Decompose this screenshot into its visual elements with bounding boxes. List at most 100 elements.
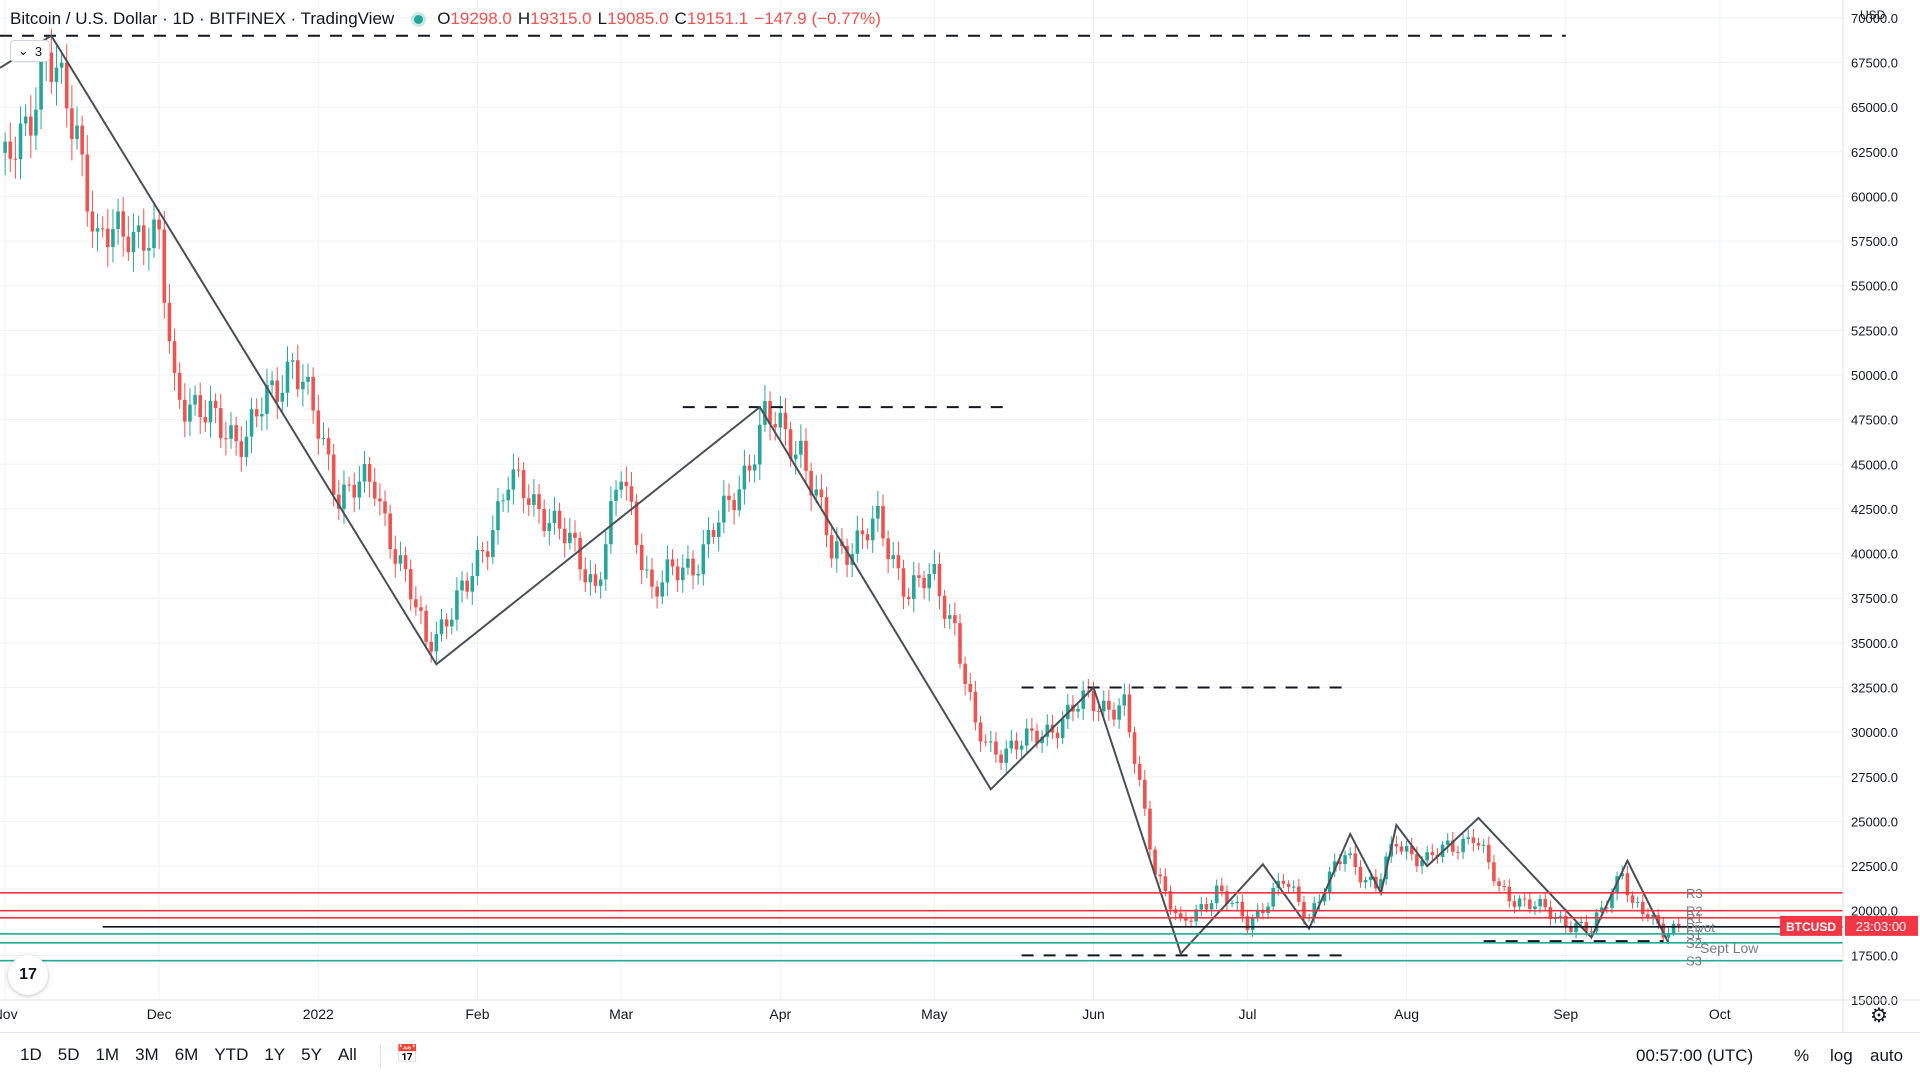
y-tick-label: 27500.0 xyxy=(1851,770,1898,785)
candle-body xyxy=(1399,846,1404,852)
candle-body xyxy=(1528,899,1532,909)
candle-body xyxy=(963,663,967,684)
candle-body xyxy=(1358,866,1363,883)
candle-body xyxy=(1630,895,1635,903)
candle-body xyxy=(260,413,264,417)
currency-selector[interactable]: USD xyxy=(1860,8,1886,22)
candle-body xyxy=(229,425,233,439)
candle-body xyxy=(85,154,90,212)
range-button-6m[interactable]: 6M xyxy=(174,1045,199,1064)
candle-body xyxy=(922,577,926,589)
candle-body xyxy=(645,569,649,571)
range-button-5d[interactable]: 5D xyxy=(57,1045,80,1064)
candle-body xyxy=(49,52,54,82)
candle-body xyxy=(485,551,490,558)
ohlc-value: 19151.1 xyxy=(686,9,749,28)
candle-body xyxy=(496,501,500,531)
log-toggle[interactable]: log xyxy=(1830,1046,1853,1065)
candle-body xyxy=(1255,909,1260,919)
candle-body xyxy=(711,530,716,537)
candle-body xyxy=(947,615,952,619)
candle-body xyxy=(942,595,947,619)
candle-body xyxy=(306,376,310,382)
candle-body xyxy=(1297,886,1301,902)
auto-toggle[interactable]: auto xyxy=(1870,1046,1904,1065)
bottom-toolbar: 1D 5D 1M 3M 6M YTD 1Y 5Y All 📅 00:57:00 (UTC) % … xyxy=(0,1032,1920,1080)
candle-body xyxy=(1204,903,1209,910)
candle-body xyxy=(244,436,249,458)
candle-body xyxy=(414,599,418,608)
candle-body xyxy=(480,549,485,552)
tradingview-logo-icon[interactable]: 17 xyxy=(8,955,48,995)
candle-body xyxy=(1199,903,1204,910)
candle-body xyxy=(1425,852,1429,861)
candle-body xyxy=(1019,745,1024,750)
range-button-ytd[interactable]: YTD xyxy=(214,1045,249,1064)
candle-body xyxy=(999,754,1003,763)
y-tick-label: 65000.0 xyxy=(1851,100,1898,115)
range-button-1d[interactable]: 1D xyxy=(20,1045,42,1064)
market-status-icon[interactable] xyxy=(414,14,424,24)
candle-body xyxy=(686,558,690,568)
range-button-all[interactable]: All xyxy=(337,1045,357,1064)
candle-body xyxy=(1220,885,1224,892)
candle-body xyxy=(54,67,59,82)
candle-body xyxy=(1261,909,1265,914)
candle-body xyxy=(886,538,890,560)
candle-body xyxy=(1035,730,1039,744)
y-tick-label: 20000.0 xyxy=(1851,904,1898,919)
candle-body xyxy=(1153,849,1157,875)
candle-body xyxy=(793,454,798,460)
candle-body xyxy=(1671,923,1676,933)
price-axis[interactable]: 15000.017500.020000.022500.025000.027500… xyxy=(1780,0,1918,1032)
ohlc-value: 19298.0 xyxy=(450,9,512,28)
symbol-price-tag: BTCUSD xyxy=(1786,920,1836,934)
range-button-5y[interactable]: 5Y xyxy=(301,1045,322,1064)
candle-body xyxy=(870,518,875,541)
candle-body xyxy=(727,495,731,501)
candle-body xyxy=(1302,901,1306,918)
candle-body xyxy=(301,381,305,390)
candle-body xyxy=(1415,854,1419,867)
candle-body xyxy=(1625,873,1630,896)
range-button-1m[interactable]: 1M xyxy=(95,1045,120,1064)
x-tick-label: Jul xyxy=(1239,1006,1257,1022)
symbol-title[interactable]: Bitcoin / U.S. Dollar · 1D · BITFINEX · … xyxy=(10,9,395,28)
candle-body xyxy=(234,425,238,442)
x-tick-label: May xyxy=(921,1006,947,1022)
candle-body xyxy=(1558,915,1563,917)
percent-toggle[interactable]: % xyxy=(1794,1046,1810,1065)
candle-body xyxy=(90,211,95,232)
y-tick-label: 22500.0 xyxy=(1851,859,1898,874)
utc-clock[interactable]: 00:57:00 (UTC) xyxy=(1636,1046,1754,1065)
candle-body xyxy=(23,116,28,124)
range-button-1y[interactable]: 1Y xyxy=(264,1045,286,1064)
candle-body xyxy=(650,569,654,587)
pivot-label-s3: S3 xyxy=(1686,954,1702,969)
candle-body xyxy=(136,225,141,233)
candle-body xyxy=(116,211,120,230)
gear-icon[interactable]: ⚙ xyxy=(1870,1005,1888,1027)
candle-body xyxy=(465,580,469,592)
x-tick-label: Nov xyxy=(0,1006,18,1022)
range-button-3m[interactable]: 3M xyxy=(135,1045,159,1064)
candle-body xyxy=(737,489,742,511)
candle-body xyxy=(1317,901,1322,904)
candle-body xyxy=(1640,901,1645,915)
indicators-collapse-button[interactable]: ⌄ 3 xyxy=(10,40,50,62)
time-axis[interactable]: Nov Dec 2022 Feb Mar Apr May Jun Jul Aug Sep Oct xyxy=(0,999,1920,1022)
candle-body xyxy=(639,544,644,571)
x-tick-label: Apr xyxy=(769,1006,791,1022)
calendar-goto-icon[interactable]: 📅 xyxy=(396,1044,419,1064)
candle-body xyxy=(1014,740,1019,750)
candle-body xyxy=(1009,740,1014,749)
chevron-down-icon: ⌄ xyxy=(17,43,29,58)
candle-body xyxy=(218,408,223,439)
candle-body xyxy=(932,563,937,574)
candle-body xyxy=(860,530,865,535)
candle-body xyxy=(701,544,706,575)
candle-body xyxy=(516,469,521,471)
pivot-label-s1: S1 xyxy=(1686,927,1702,942)
